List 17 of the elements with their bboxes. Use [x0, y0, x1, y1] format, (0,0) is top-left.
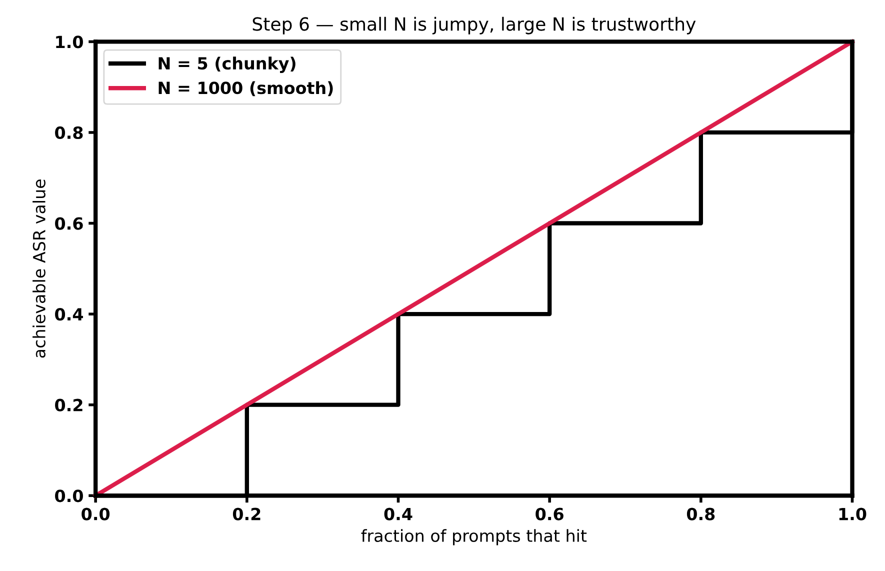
y-tick-label: 0.6 — [55, 217, 83, 230]
x-tick-label: 1.0 — [839, 508, 866, 520]
y-axis-title: achievable ASR value — [32, 180, 46, 358]
legend-label: N = 1000 (smooth) — [158, 81, 333, 96]
y-tick-label: 1.0 — [56, 36, 83, 48]
y-tick-label: 0.8 — [55, 126, 83, 140]
x-tick-label: 0.0 — [82, 508, 110, 520]
y-tick-label: 0.2 — [55, 398, 82, 412]
x-tick-label: 0.2 — [232, 508, 260, 520]
chart-title: Step 6 — small N is jumpy, large N is trustworthy — [252, 16, 696, 34]
x-tick-label: 0.4 — [384, 508, 412, 520]
x-tick-label: 0.6 — [536, 508, 564, 520]
x-axis-title: fraction of prompts that hit — [361, 529, 587, 546]
legend-label: N = 5 (chunky) — [158, 56, 296, 73]
y-tick-label: 0.0 — [55, 490, 83, 502]
y-tick-label: 0.4 — [55, 308, 84, 321]
x-tick-label: 0.8 — [686, 508, 715, 520]
